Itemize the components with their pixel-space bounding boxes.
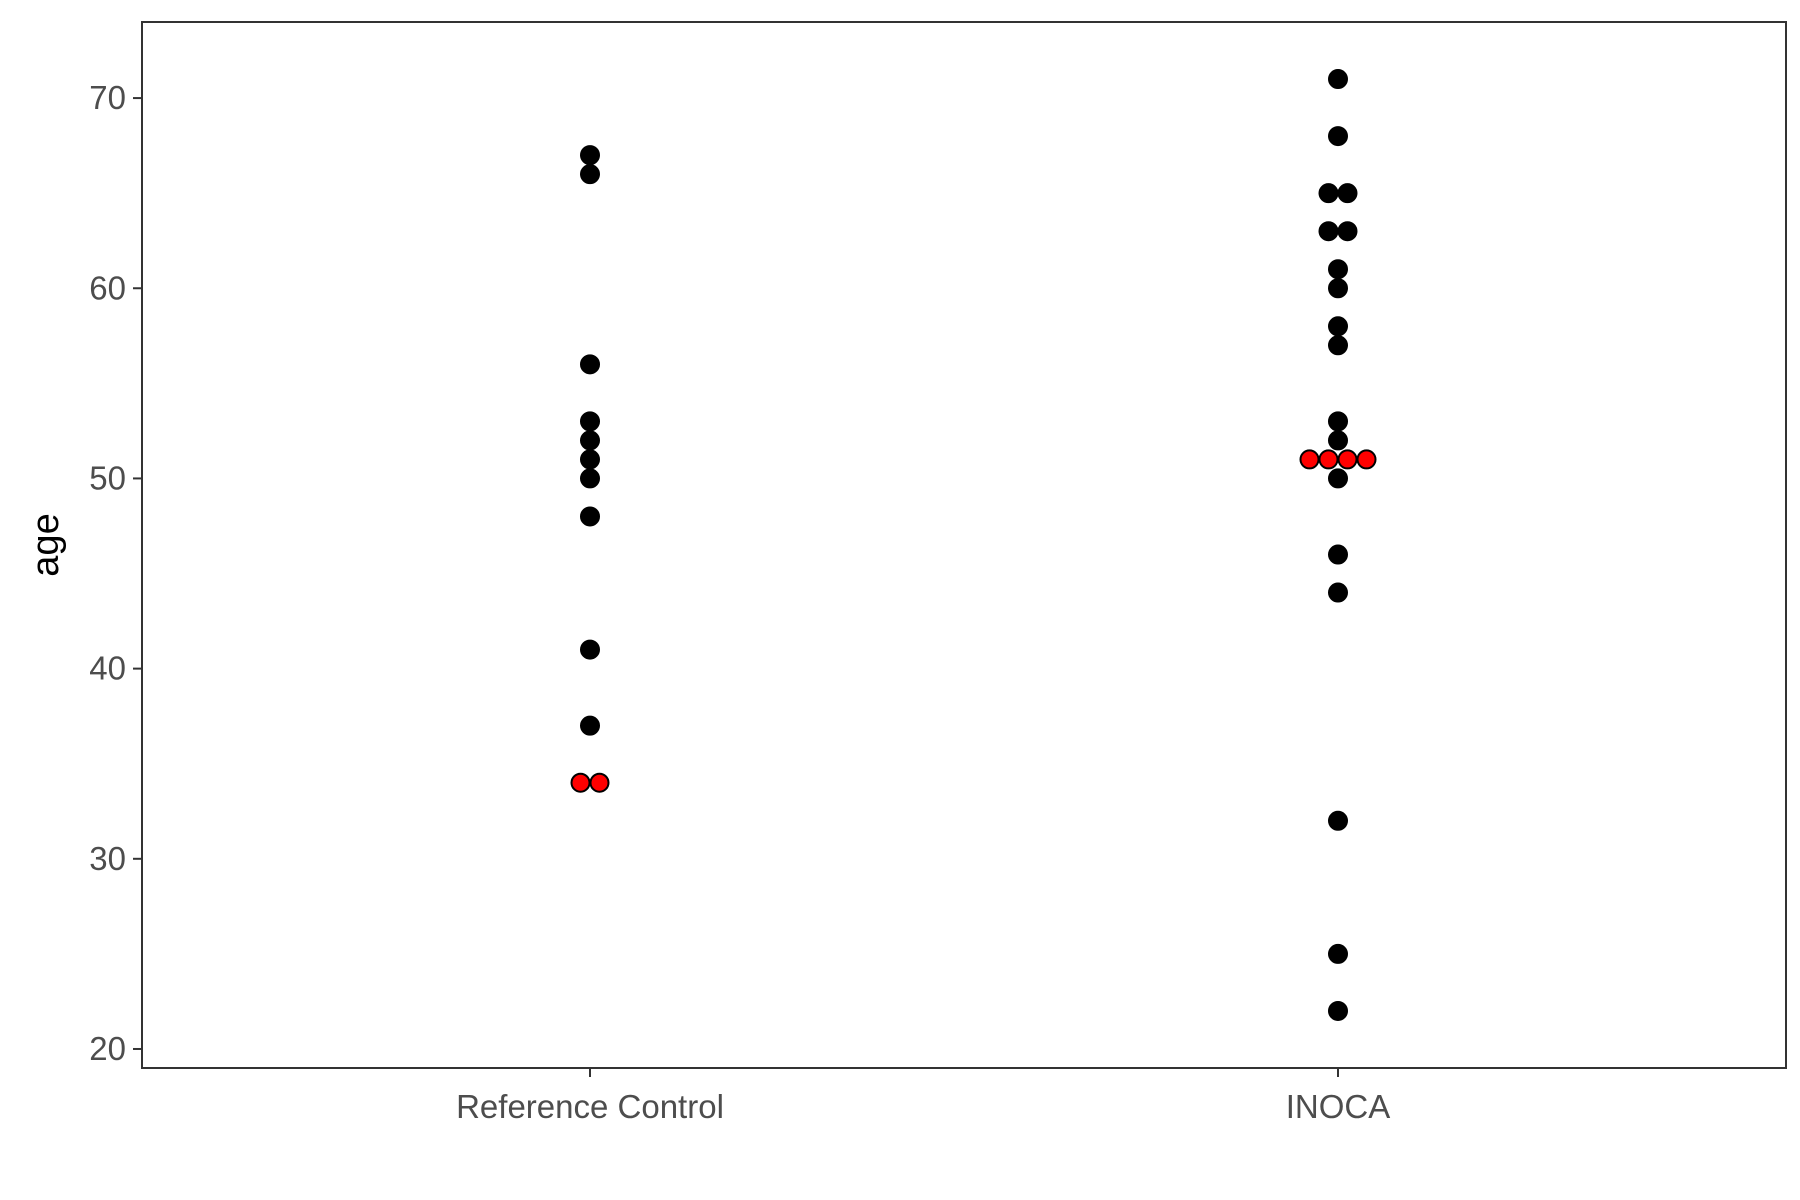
data-point <box>1318 183 1339 204</box>
highlighted-data-point <box>1337 449 1358 470</box>
data-point <box>1328 943 1348 964</box>
x-tick-label: Reference Control <box>456 1088 724 1125</box>
highlighted-data-point <box>589 772 610 793</box>
y-tick-label: 40 <box>89 650 126 687</box>
data-point <box>580 506 600 527</box>
data-point <box>1328 69 1348 90</box>
data-point <box>580 430 600 451</box>
data-point <box>580 145 600 166</box>
data-point <box>1328 810 1348 831</box>
data-point <box>580 354 600 375</box>
highlighted-data-point <box>570 772 591 793</box>
data-point <box>1328 335 1348 356</box>
x-tick-label: INOCA <box>1286 1088 1391 1125</box>
y-tick-label: 70 <box>89 79 126 116</box>
data-point <box>1318 221 1339 242</box>
y-tick-label: 60 <box>89 269 126 306</box>
data-point <box>1328 582 1348 603</box>
y-axis-title: age <box>25 513 67 576</box>
data-point <box>1328 259 1348 280</box>
data-point <box>1328 544 1348 565</box>
data-point <box>1328 1000 1348 1021</box>
data-point <box>1328 316 1348 337</box>
highlighted-data-point <box>1299 449 1320 470</box>
data-point <box>1337 221 1358 242</box>
data-point <box>1328 430 1348 451</box>
data-point <box>1328 126 1348 147</box>
data-point <box>1337 183 1358 204</box>
data-point <box>580 449 600 470</box>
y-tick-label: 20 <box>89 1030 126 1067</box>
data-point <box>1328 468 1348 489</box>
data-point <box>580 411 600 432</box>
panel-border <box>141 21 1787 1069</box>
y-axis: 20 30 40 50 60 70 <box>89 79 142 1067</box>
highlighted-data-point <box>1356 449 1377 470</box>
y-tick-label: 50 <box>89 459 126 496</box>
data-point <box>580 715 600 736</box>
data-point <box>580 468 600 489</box>
data-point <box>580 639 600 660</box>
x-axis: Reference Control INOCA <box>456 1068 1390 1125</box>
data-point <box>1328 278 1348 299</box>
data-point <box>580 164 600 185</box>
highlighted-data-point <box>1318 449 1339 470</box>
data-points <box>570 69 1377 1021</box>
data-point <box>1328 411 1348 432</box>
y-tick-label: 30 <box>89 840 126 877</box>
